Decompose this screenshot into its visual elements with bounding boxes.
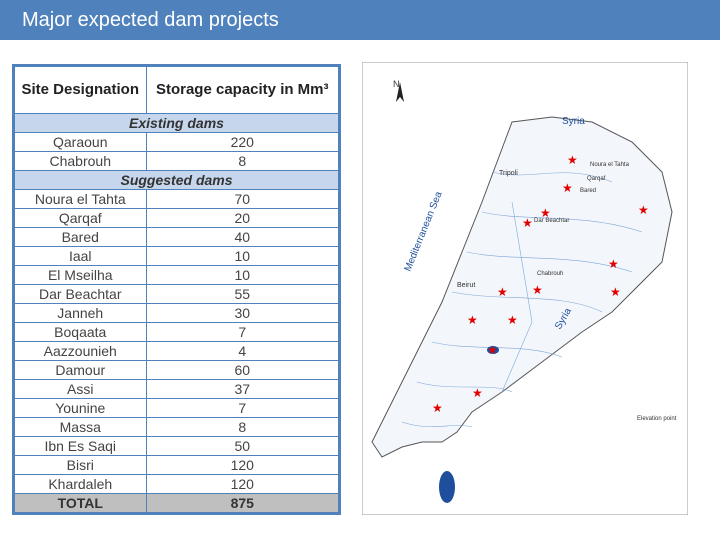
capacity: 4	[145, 341, 340, 361]
site-name: Janneh	[13, 303, 147, 323]
map-label: Qarqaf	[587, 176, 606, 182]
site-name: Noura el Tahta	[13, 189, 147, 209]
total-value: 875	[145, 493, 340, 514]
map-label: Elevation point	[637, 416, 677, 422]
capacity: 120	[145, 455, 340, 475]
data-row: Khardaleh 120	[13, 474, 340, 494]
svg-text:★: ★	[472, 386, 483, 400]
column-header: Storage capacity in Mm³	[145, 65, 340, 114]
capacity: 7	[145, 322, 340, 342]
data-row: Iaal 10	[13, 246, 340, 266]
svg-text:★: ★	[522, 216, 533, 230]
capacity: 8	[145, 417, 340, 437]
capacity: 220	[145, 132, 340, 152]
title: Major expected dam projects	[22, 9, 279, 31]
svg-text:★: ★	[532, 283, 543, 297]
site-name: Qarqaf	[13, 208, 147, 228]
svg-text:★: ★	[610, 285, 621, 299]
site-name: Younine	[13, 398, 147, 418]
data-row: Damour 60	[13, 360, 340, 380]
title-bar: Major expected dam projects	[0, 0, 720, 40]
capacity: 37	[145, 379, 340, 399]
capacity: 70	[145, 189, 340, 209]
site-name: Assi	[13, 379, 147, 399]
site-name: El Mseilha	[13, 265, 147, 285]
data-row: Bared 40	[13, 227, 340, 247]
map-label: Beirut	[457, 282, 475, 289]
map-label: Syria	[562, 116, 585, 127]
site-name: Iaal	[13, 246, 147, 266]
data-row: Bisri 120	[13, 455, 340, 475]
svg-text:★: ★	[540, 206, 551, 220]
map-label: Dar Beachtar	[534, 218, 569, 224]
svg-text:★: ★	[467, 313, 478, 327]
capacity: 8	[145, 151, 340, 171]
section-row: Suggested dams	[13, 170, 340, 190]
data-row: Boqaata 7	[13, 322, 340, 342]
data-row: Massa 8	[13, 417, 340, 437]
data-row: Qaraoun 220	[13, 132, 340, 152]
data-row: Younine 7	[13, 398, 340, 418]
svg-text:★: ★	[562, 181, 573, 195]
data-row: Qarqaf 20	[13, 208, 340, 228]
dam-table: Site Designation Storage capacity in Mm³ E…	[12, 64, 341, 515]
site-name: Ibn Es Saqi	[13, 436, 147, 456]
svg-text:★: ★	[497, 285, 508, 299]
header-row: Site Designation Storage capacity in Mm³	[13, 65, 340, 114]
data-row: Chabrouh 8	[13, 151, 340, 171]
map: ★★ ★ ★ ★★ ★ ★ ★★ ★★ ★★ NSyriaSyriaMediterr…	[362, 62, 688, 515]
site-name: Qaraoun	[13, 132, 147, 152]
map-label: Noura el Tahta	[590, 162, 630, 168]
svg-text:★: ★	[608, 257, 619, 271]
svg-text:★: ★	[432, 401, 443, 415]
capacity: 55	[145, 284, 340, 304]
data-row: Janneh 30	[13, 303, 340, 323]
data-row: Noura el Tahta 70	[13, 189, 340, 209]
svg-text:★: ★	[567, 153, 578, 167]
capacity: 10	[145, 265, 340, 285]
total-row: TOTAL 875	[13, 493, 340, 514]
capacity: 20	[145, 208, 340, 228]
map-label: Bared	[580, 188, 596, 194]
capacity: 7	[145, 398, 340, 418]
section-title: Existing dams	[13, 113, 340, 133]
site-name: Khardaleh	[13, 474, 147, 494]
map-label: Chabrouh	[537, 271, 563, 277]
data-row: Dar Beachtar 55	[13, 284, 340, 304]
capacity: 30	[145, 303, 340, 323]
site-name: Dar Beachtar	[13, 284, 147, 304]
capacity: 50	[145, 436, 340, 456]
north-arrow-label: N	[393, 79, 400, 89]
site-name: Damour	[13, 360, 147, 380]
svg-text:★: ★	[507, 313, 518, 327]
site-name: Boqaata	[13, 322, 147, 342]
site-name: Bared	[13, 227, 147, 247]
capacity: 40	[145, 227, 340, 247]
capacity: 60	[145, 360, 340, 380]
total-label: TOTAL	[13, 493, 147, 514]
site-name: Bisri	[13, 455, 147, 475]
data-row: Ibn Es Saqi 50	[13, 436, 340, 456]
section-row: Existing dams	[13, 113, 340, 133]
data-row: Aazzounieh 4	[13, 341, 340, 361]
svg-text:★: ★	[487, 343, 498, 357]
capacity: 120	[145, 474, 340, 494]
capacity: 10	[145, 246, 340, 266]
map-label: Tripoli	[499, 170, 518, 177]
site-name: Aazzounieh	[13, 341, 147, 361]
site-name: Chabrouh	[13, 151, 147, 171]
section-title: Suggested dams	[13, 170, 340, 190]
data-row: Assi 37	[13, 379, 340, 399]
site-name: Massa	[13, 417, 147, 437]
data-row: El Mseilha 10	[13, 265, 340, 285]
column-header: Site Designation	[13, 65, 147, 114]
svg-text:★: ★	[638, 203, 649, 217]
